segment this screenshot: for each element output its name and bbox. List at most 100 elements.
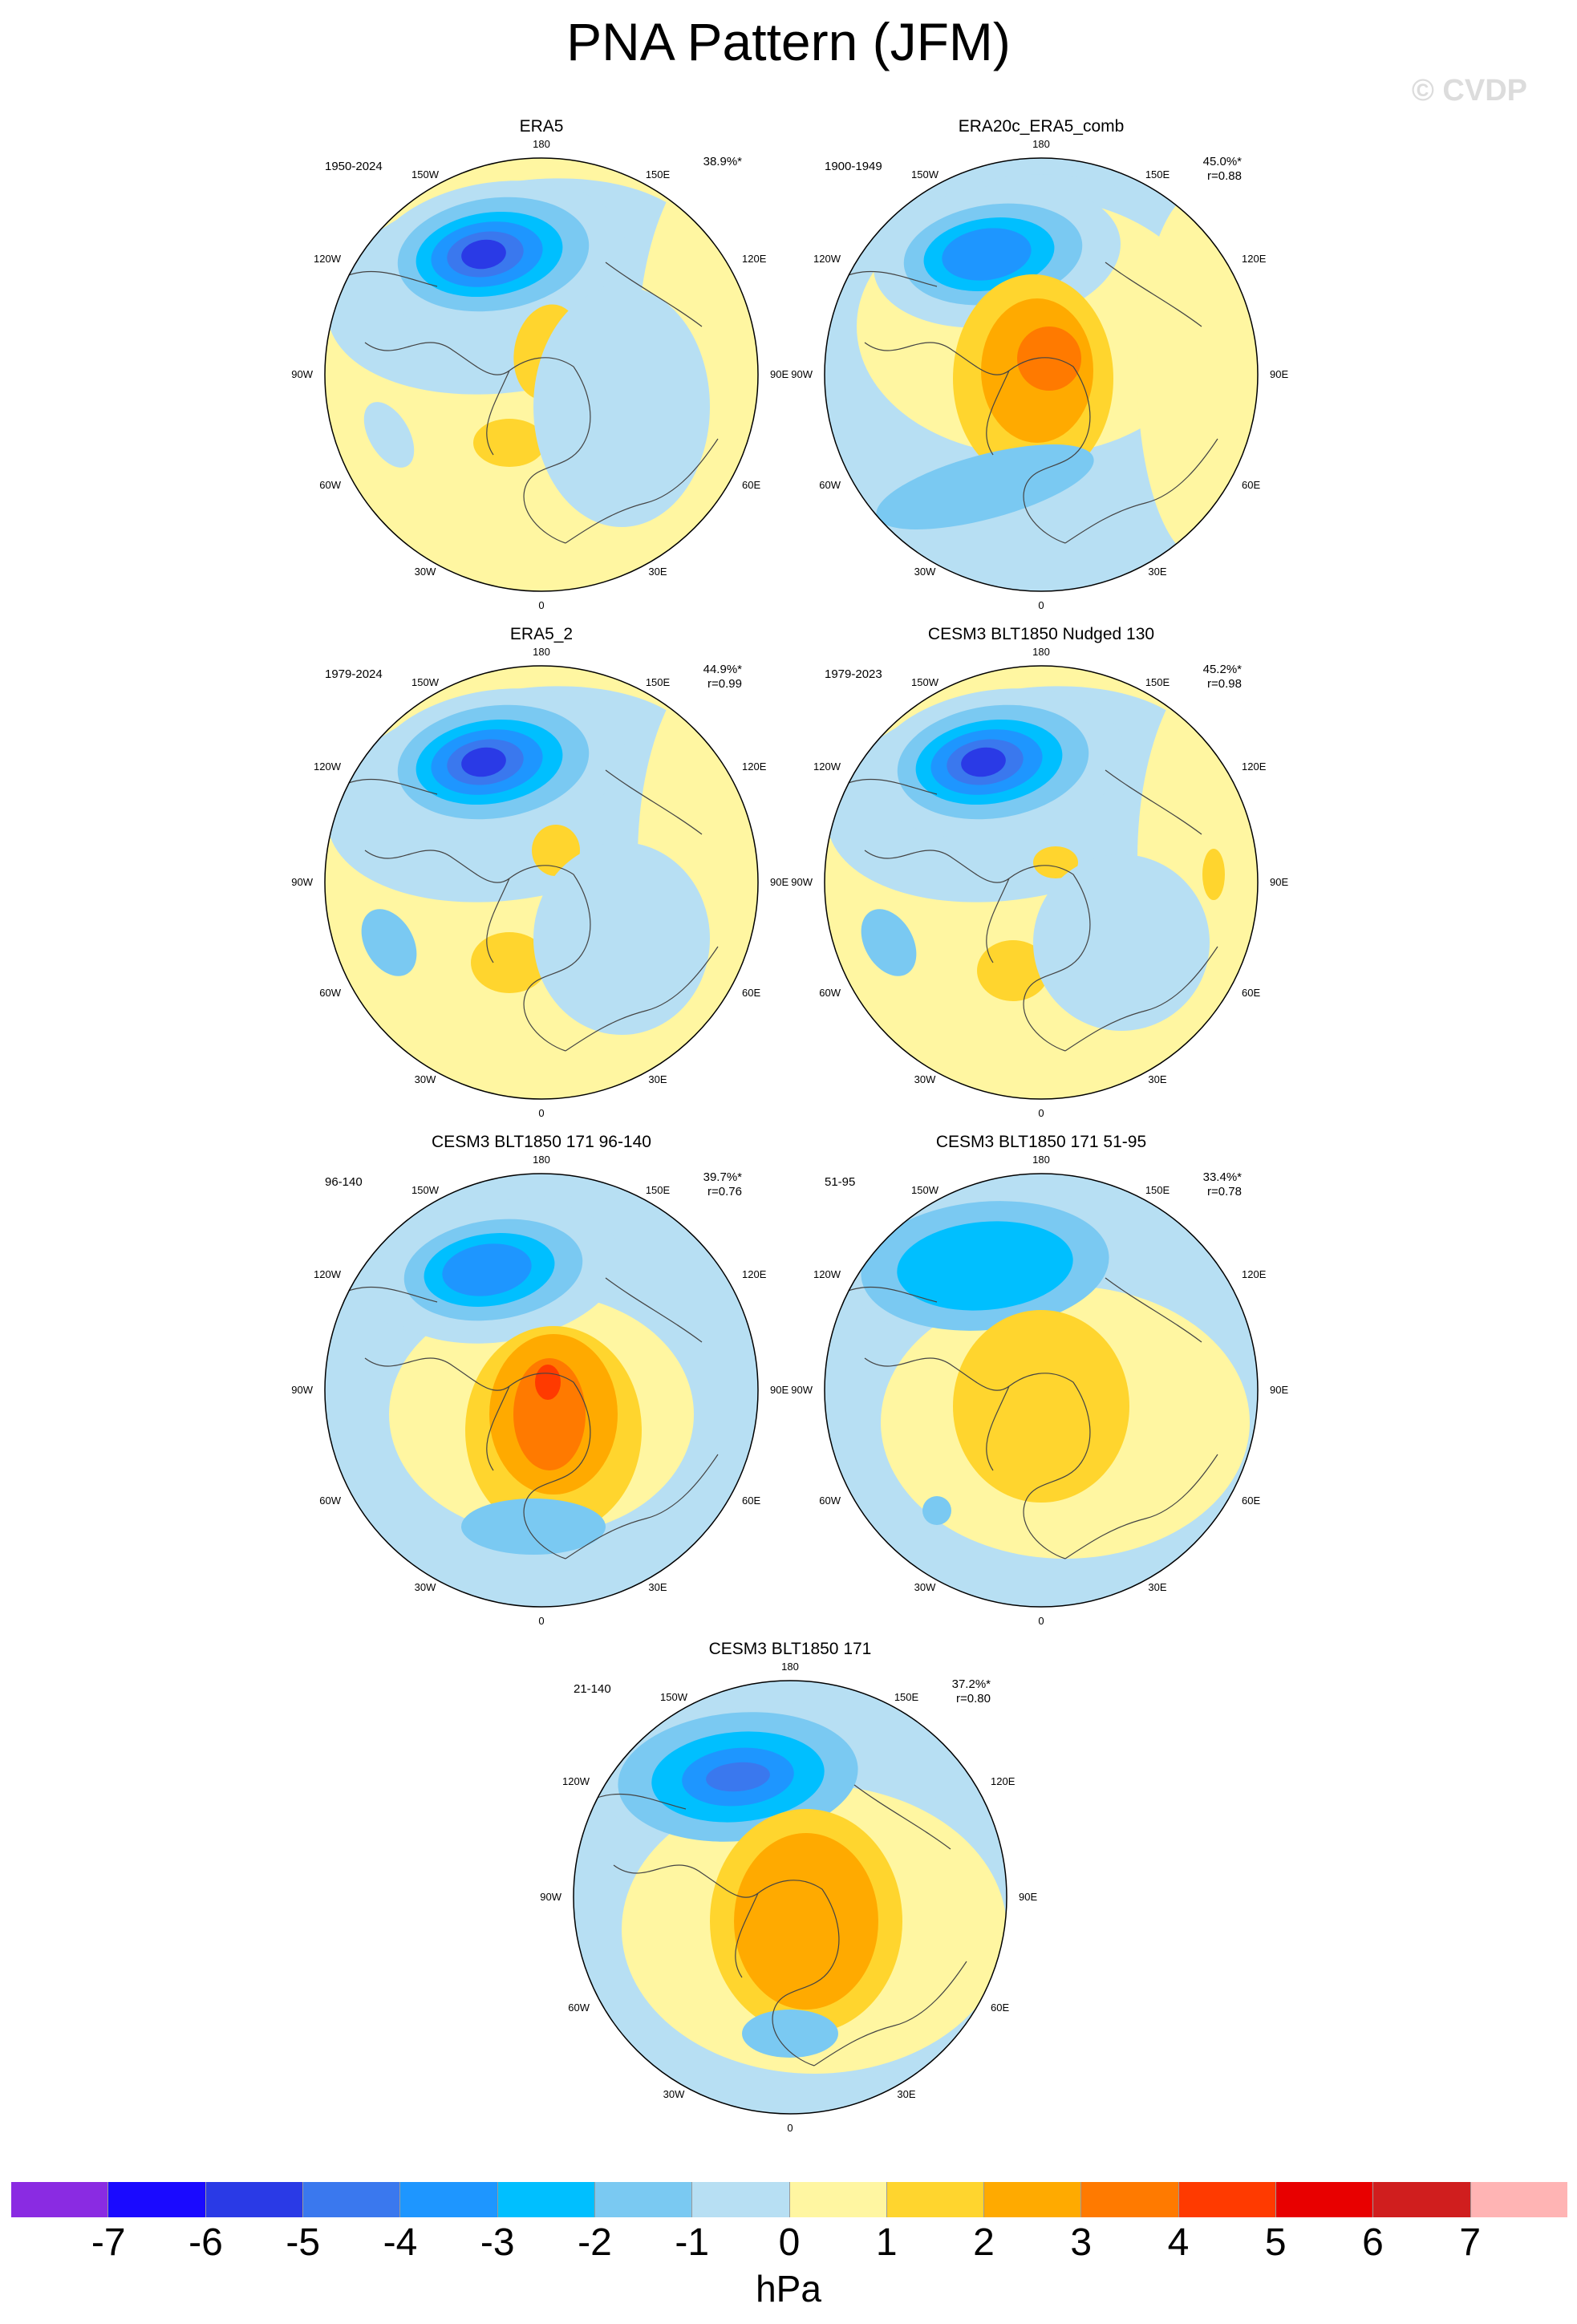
colorbar-swatch: [1178, 2182, 1277, 2217]
lon-label-n60w: 60W: [819, 987, 841, 999]
lon-label-n90e: 90E: [770, 876, 788, 888]
colorbar-swatch: [984, 2182, 1082, 2217]
colorbar-swatch: [11, 2182, 109, 2217]
lon-label-n150e: 150E: [1145, 676, 1170, 688]
colorbar-tick: -1: [675, 2221, 710, 2264]
colorbar-tick: -2: [578, 2221, 612, 2264]
lon-label-n60e: 60E: [1242, 987, 1260, 999]
lon-label-n150w: 150W: [911, 168, 939, 180]
lon-label-n120e: 120E: [1242, 1268, 1267, 1280]
lon-label-n150e: 150E: [894, 1691, 919, 1703]
lon-label-n30e: 30E: [648, 1073, 667, 1085]
lon-label-n60e: 60E: [742, 479, 760, 491]
lon-label-n60e: 60E: [991, 2002, 1009, 2014]
lon-label-n30e: 30E: [648, 566, 667, 578]
lon-label-n90w: 90W: [291, 1384, 313, 1396]
lon-label-n30w: 30W: [415, 1581, 436, 1593]
panel-variance: 39.7%*: [703, 1170, 743, 1184]
lon-label-n180: 180: [1032, 646, 1050, 658]
lon-label-n120e: 120E: [1242, 253, 1267, 265]
lon-label-n120e: 120E: [1242, 760, 1267, 773]
map-panel: CESM3 BLT1850 171 51-95 51-95 33.4%*r=0.78…: [791, 1133, 1288, 1627]
map-disc: [573, 1680, 1007, 2115]
colorbar-tick: 5: [1264, 2221, 1287, 2264]
lon-label-n0: 0: [538, 599, 544, 611]
colorbar-swatch: [692, 2182, 790, 2217]
lon-label-n150e: 150E: [646, 168, 671, 180]
panel-correlation: r=0.88: [1207, 169, 1242, 183]
panel-period: 21-140: [574, 1682, 611, 1696]
panel-title: ERA5_2: [510, 625, 573, 643]
colorbar-swatch: [108, 2182, 206, 2217]
lon-label-n120w: 120W: [813, 1268, 841, 1280]
lon-label-n180: 180: [533, 646, 550, 658]
lon-label-n90w: 90W: [791, 876, 813, 888]
map-disc: [324, 665, 759, 1100]
lon-label-n30w: 30W: [914, 1581, 936, 1593]
map-panels: ERA5 1950-2024 38.9%* 180 150E 120E 90E 60E 30E 0…: [291, 117, 1288, 2134]
lon-label-n180: 180: [781, 1661, 799, 1673]
lon-label-n150w: 150W: [411, 1184, 440, 1196]
lon-label-n90e: 90E: [1019, 1891, 1037, 1903]
lon-label-n30e: 30E: [1148, 1073, 1166, 1085]
colorbar-tick: -7: [91, 2221, 126, 2264]
lon-label-n180: 180: [1032, 1154, 1050, 1166]
lon-label-n30e: 30E: [648, 1581, 667, 1593]
map-panel: ERA5 1950-2024 38.9%* 180 150E 120E 90E 60E 30E 0…: [291, 117, 788, 611]
lon-label-n90w: 90W: [791, 368, 813, 380]
lon-label-n0: 0: [1038, 599, 1044, 611]
map-panel: ERA5_2 1979-2024 44.9%*r=0.99 180 150E 120E 90…: [291, 625, 788, 1119]
colorbar-tick: 4: [1167, 2221, 1190, 2264]
lon-label-n90e: 90E: [1270, 368, 1288, 380]
panel-variance: 38.9%*: [703, 155, 743, 168]
panel-title: CESM3 BLT1850 171 96-140: [432, 1133, 651, 1151]
lon-label-n0: 0: [538, 1107, 544, 1119]
lon-label-n150w: 150W: [911, 676, 939, 688]
colorbar-swatch: [400, 2182, 498, 2217]
lon-label-n0: 0: [1038, 1615, 1044, 1627]
lon-label-n120w: 120W: [314, 253, 342, 265]
lon-label-n90w: 90W: [791, 1384, 813, 1396]
lon-label-n120w: 120W: [813, 253, 841, 265]
colorbar-swatch: [594, 2182, 693, 2217]
lon-label-n60w: 60W: [319, 479, 341, 491]
lon-label-n90e: 90E: [1270, 1384, 1288, 1396]
lon-label-n60e: 60E: [742, 987, 760, 999]
map-panel: ERA20c_ERA5_comb 1900-1949 45.0%*r=0.88 180…: [791, 117, 1288, 611]
lon-label-n60w: 60W: [319, 1495, 341, 1507]
lon-label-n120e: 120E: [742, 760, 767, 773]
lon-label-n30e: 30E: [897, 2088, 915, 2100]
colorbar-tick: -5: [286, 2221, 321, 2264]
colorbar-tick: -3: [480, 2221, 515, 2264]
lon-label-n60e: 60E: [1242, 479, 1260, 491]
map-disc: [324, 1173, 759, 1608]
colorbar-swatch: [1276, 2182, 1374, 2217]
lon-label-n120w: 120W: [562, 1775, 590, 1787]
lon-label-n120w: 120W: [813, 760, 841, 773]
panel-period: 51-95: [825, 1175, 855, 1189]
colorbar-swatch: [302, 2182, 401, 2217]
lon-label-n60w: 60W: [568, 2002, 590, 2014]
figure-title: PNA Pattern (JFM): [566, 12, 1011, 71]
panel-title: ERA20c_ERA5_comb: [959, 117, 1125, 136]
colorbar-swatch: [1470, 2182, 1567, 2217]
lon-label-n120e: 120E: [991, 1775, 1016, 1787]
panel-period: 96-140: [325, 1175, 363, 1189]
lon-label-n0: 0: [1038, 1107, 1044, 1119]
lon-label-n150e: 150E: [1145, 1184, 1170, 1196]
colorbar-tick: 7: [1459, 2221, 1482, 2264]
panel-title: CESM3 BLT1850 171: [709, 1640, 872, 1658]
lon-label-n30e: 30E: [1148, 566, 1166, 578]
colorbar-swatch: [1373, 2182, 1471, 2217]
lon-label-n0: 0: [538, 1615, 544, 1627]
lon-label-n90e: 90E: [770, 368, 788, 380]
colorbar-tick: -6: [189, 2221, 223, 2264]
lon-label-n60e: 60E: [1242, 1495, 1260, 1507]
map-disc: [824, 665, 1259, 1100]
colorbar-tick: 3: [1070, 2221, 1093, 2264]
map-disc: [324, 157, 759, 592]
colorbar-swatch: [205, 2182, 303, 2217]
lon-label-n120e: 120E: [742, 253, 767, 265]
panel-correlation: r=0.80: [956, 1692, 991, 1705]
lon-label-n30w: 30W: [415, 1073, 436, 1085]
